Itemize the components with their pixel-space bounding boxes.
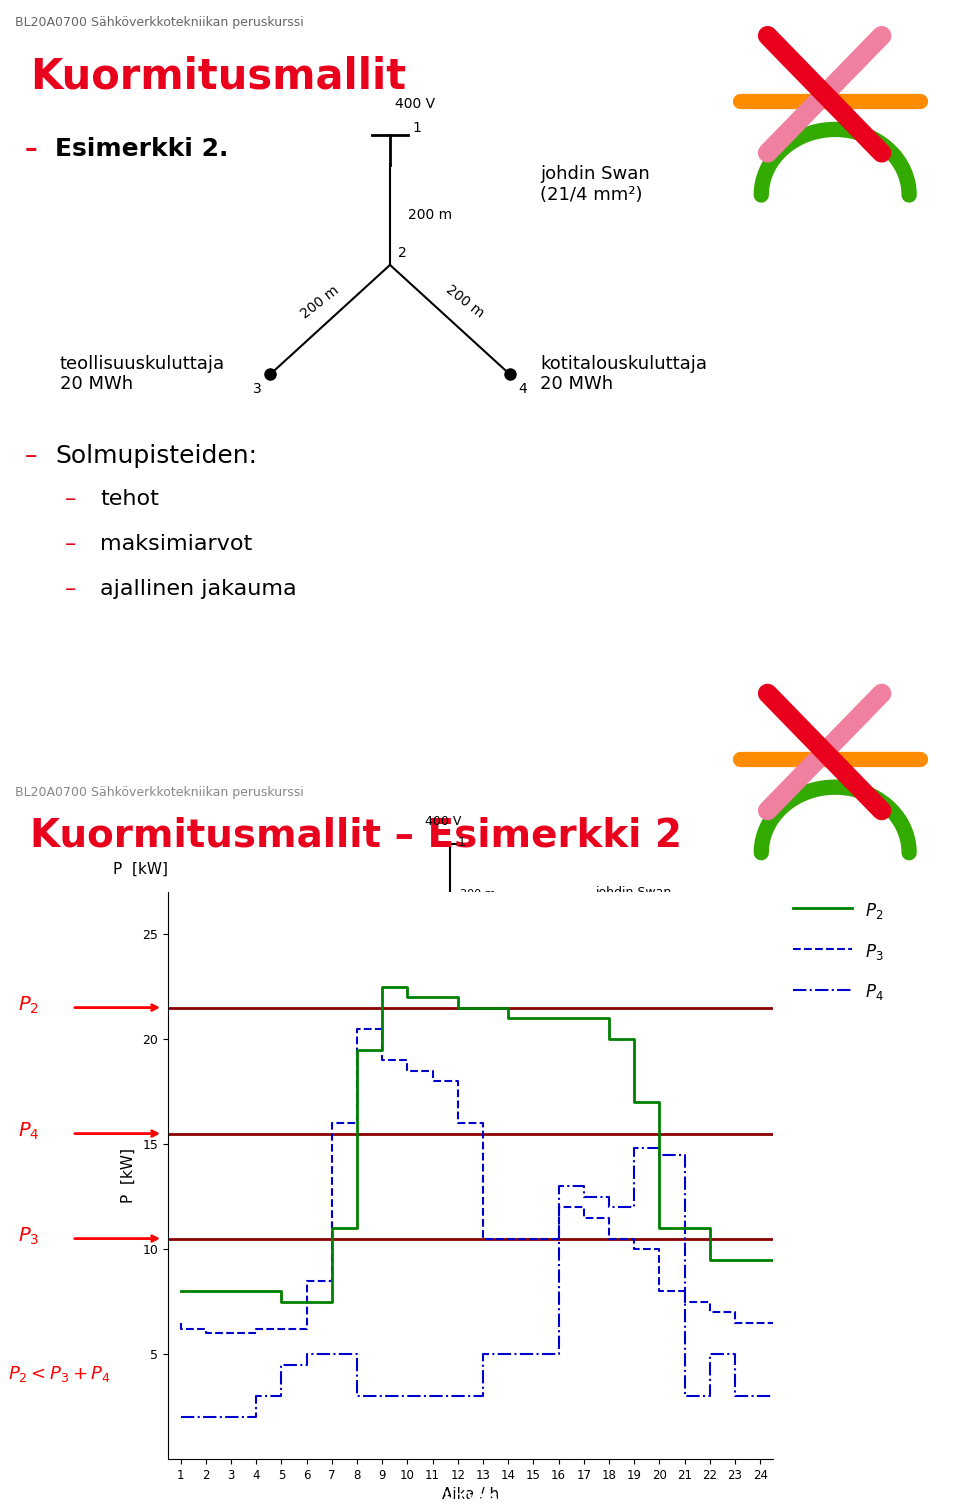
Text: 2: 2 xyxy=(398,246,407,260)
Text: 1: 1 xyxy=(412,121,420,135)
Text: ajallinen jakauma: ajallinen jakauma xyxy=(100,579,297,599)
Text: 200 m: 200 m xyxy=(381,937,415,968)
Text: –: – xyxy=(65,579,76,599)
Text: –: – xyxy=(65,534,76,553)
X-axis label: Aika / h: Aika / h xyxy=(442,1488,499,1503)
Text: –: – xyxy=(25,138,37,162)
Text: 200 m: 200 m xyxy=(444,283,487,321)
Text: $P_3$: $P_3$ xyxy=(18,1226,39,1247)
Text: maksimiarvot: maksimiarvot xyxy=(100,534,252,553)
Text: BL20A0700 Sähköverkkotekniikan peruskurssi: BL20A0700 Sähköverkkotekniikan peruskurs… xyxy=(15,17,303,29)
Text: teollisuuskuluttaja
20 MWh: teollisuuskuluttaja 20 MWh xyxy=(185,981,300,1010)
Text: 4: 4 xyxy=(518,383,527,396)
Text: 200 m: 200 m xyxy=(408,209,452,222)
Text: $P_2$: $P_2$ xyxy=(18,995,39,1016)
Text: tehot: tehot xyxy=(100,488,158,510)
Text: $P_2 < P_3 +P_4$: $P_2 < P_3 +P_4$ xyxy=(8,1364,111,1383)
Text: 1: 1 xyxy=(458,836,466,850)
Text: 400 V: 400 V xyxy=(425,815,462,829)
Text: 400 V: 400 V xyxy=(395,97,435,110)
Text: BL20A0700 Sähköverkkotekniikan peruskurssi: BL20A0700 Sähköverkkotekniikan peruskurs… xyxy=(15,786,303,800)
Text: johdin Swan
(21/4 mm²): johdin Swan (21/4 mm²) xyxy=(540,165,650,204)
Y-axis label: P  [kW]: P [kW] xyxy=(120,1148,135,1204)
Text: Lappeenranta University of Technology: Lappeenranta University of Technology xyxy=(343,744,617,756)
Text: 4: 4 xyxy=(536,1005,544,1019)
Text: kotitalouskuluttaja
20 MWh: kotitalouskuluttaja 20 MWh xyxy=(570,1001,685,1030)
Text: Kuormitusmallit – Esimerkki 2: Kuormitusmallit – Esimerkki 2 xyxy=(30,816,682,854)
Text: Lappeenranta University of Technology: Lappeenranta University of Technology xyxy=(343,1491,617,1503)
Text: P  [kW]: P [kW] xyxy=(113,862,168,877)
Text: 14: 14 xyxy=(914,1491,931,1503)
Text: 200 m: 200 m xyxy=(299,283,342,321)
Text: Kuormitusmallit: Kuormitusmallit xyxy=(30,56,406,98)
Text: 200 m: 200 m xyxy=(460,889,495,898)
Text: 200 m: 200 m xyxy=(488,937,520,968)
Text: johdin Swan: johdin Swan xyxy=(595,886,671,900)
Text: $P_4$: $P_4$ xyxy=(18,1120,39,1142)
Legend: $P_2$, $P_3$, $P_4$: $P_2$, $P_3$, $P_4$ xyxy=(793,901,883,1002)
Text: 2: 2 xyxy=(456,916,464,930)
Text: Esimerkki 2.: Esimerkki 2. xyxy=(55,138,228,162)
Text: 13: 13 xyxy=(914,744,931,756)
Text: Solmupisteiden:: Solmupisteiden: xyxy=(55,445,257,469)
Text: teollisuuskuluttaja
20 MWh: teollisuuskuluttaja 20 MWh xyxy=(60,355,226,393)
Text: –: – xyxy=(65,488,76,510)
Text: 3: 3 xyxy=(253,383,262,396)
Text: 3: 3 xyxy=(356,1005,364,1019)
Text: kotitalouskuluttaja
20 MWh: kotitalouskuluttaja 20 MWh xyxy=(540,355,707,393)
Text: –: – xyxy=(25,445,37,469)
